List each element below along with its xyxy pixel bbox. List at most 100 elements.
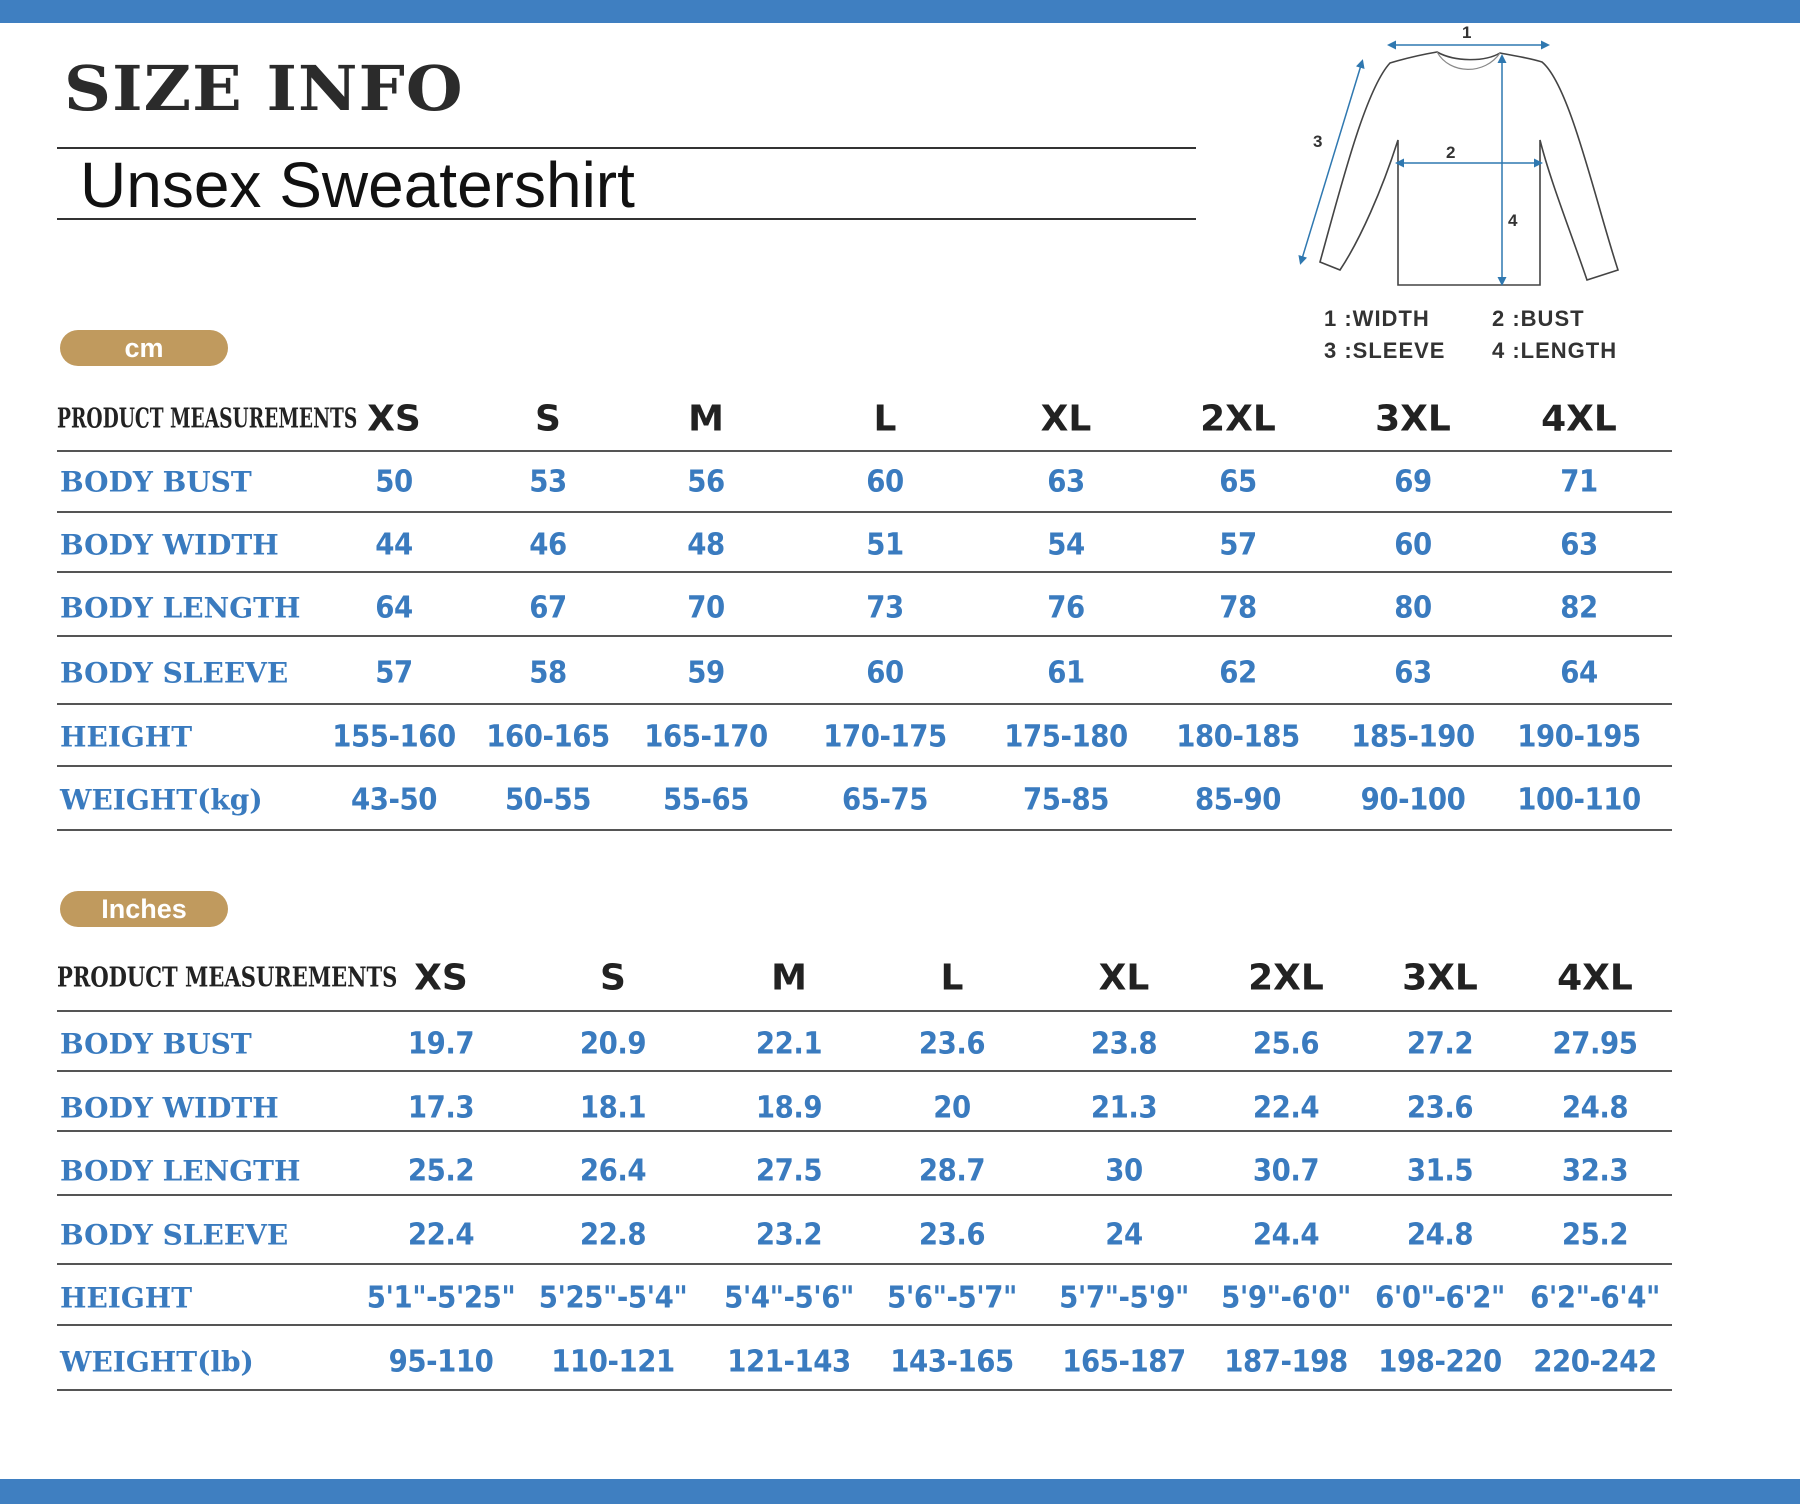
table-cell: 24: [1105, 1217, 1143, 1253]
table-cell: 56: [687, 464, 725, 500]
table-cell: 5'4"-5'6": [724, 1280, 854, 1316]
header-label: PRODUCT MEASUREMENTS: [57, 403, 358, 435]
table-cell: 63: [1560, 527, 1598, 563]
table-cell: 22.8: [579, 1217, 647, 1253]
label-3: 3: [1313, 132, 1322, 151]
table-cell: 30: [1105, 1153, 1143, 1189]
table-cell: 24.8: [1406, 1217, 1474, 1253]
size-header: 4XL: [1541, 398, 1617, 440]
table-cell: 70: [687, 590, 725, 626]
row-separator: [57, 1194, 1672, 1196]
table-cell: 25.6: [1252, 1026, 1320, 1062]
table-cell: 175-180: [1004, 719, 1128, 755]
table-cell: 76: [1047, 590, 1085, 626]
table-cell: 143-165: [890, 1344, 1014, 1380]
table-cell: 185-190: [1351, 719, 1475, 755]
table-cell: 73: [866, 590, 904, 626]
table-cell: 18.9: [755, 1090, 823, 1126]
table-cell: 53: [529, 464, 567, 500]
table-cell: 165-170: [644, 719, 768, 755]
table-cell: 46: [529, 527, 567, 563]
row-separator: [57, 1324, 1672, 1326]
table-cell: 5'1"-5'25": [366, 1280, 516, 1316]
table-cell: 21.3: [1090, 1090, 1158, 1126]
row-separator: [57, 703, 1672, 705]
table-cell: 198-220: [1378, 1344, 1502, 1380]
unit-badge: cm: [60, 330, 228, 366]
size-header: XL: [1098, 957, 1150, 999]
table-cell: 22.1: [755, 1026, 823, 1062]
divider: [57, 218, 1196, 220]
table-cell: 19.7: [407, 1026, 475, 1062]
table-cell: 65: [1219, 464, 1257, 500]
table-cell: 23.8: [1090, 1026, 1158, 1062]
row-separator: [57, 829, 1672, 831]
shirt-outline: [1319, 51, 1620, 286]
table-cell: 32.3: [1561, 1153, 1629, 1189]
row-label: BODY SLEEVE: [60, 656, 289, 690]
row-label: WEIGHT(lb): [60, 1345, 254, 1379]
table-cell: 64: [375, 590, 413, 626]
row-separator: [57, 1263, 1672, 1265]
table-cell: 64: [1560, 655, 1598, 691]
row-label: BODY LENGTH: [60, 591, 301, 625]
table-cell: 22.4: [1252, 1090, 1320, 1126]
table-cell: 24.4: [1252, 1217, 1320, 1253]
table-cell: 78: [1219, 590, 1257, 626]
row-label: WEIGHT(kg): [60, 783, 263, 817]
size-header: L: [873, 398, 897, 440]
row-label: HEIGHT: [60, 720, 193, 754]
legend-width: 1 :WIDTH: [1324, 306, 1430, 331]
row-label: BODY LENGTH: [60, 1154, 301, 1188]
table-cell: 63: [1047, 464, 1085, 500]
table-cell: 60: [866, 464, 904, 500]
row-separator: [57, 511, 1672, 513]
table-cell: 57: [1219, 527, 1257, 563]
table-cell: 27.95: [1552, 1026, 1638, 1062]
row-separator: [57, 765, 1672, 767]
table-cell: 28.7: [918, 1153, 986, 1189]
table-cell: 63: [1394, 655, 1432, 691]
size-header: L: [940, 957, 964, 999]
row-separator: [57, 1010, 1672, 1012]
legend-length: 4 :LENGTH: [1492, 338, 1618, 363]
size-header: XL: [1040, 398, 1092, 440]
size-header: XS: [367, 398, 421, 440]
table-cell: 187-198: [1224, 1344, 1348, 1380]
table-cell: 25.2: [1561, 1217, 1629, 1253]
table-cell: 180-185: [1176, 719, 1300, 755]
label-2: 2: [1446, 143, 1455, 162]
table-cell: 95-110: [388, 1344, 494, 1380]
table-cell: 6'2"-6'4": [1530, 1280, 1660, 1316]
table-cell: 121-143: [727, 1344, 851, 1380]
table-cell: 65-75: [842, 782, 928, 818]
table-cell: 5'25"-5'4": [538, 1280, 688, 1316]
row-separator: [57, 635, 1672, 637]
legend-bust: 2 :BUST: [1492, 306, 1585, 331]
page-title: SIZE INFO: [64, 52, 464, 125]
table-cell: 62: [1219, 655, 1257, 691]
row-label: BODY WIDTH: [60, 1091, 279, 1125]
table-cell: 5'7"-5'9": [1059, 1280, 1189, 1316]
table-cell: 20: [933, 1090, 971, 1126]
product-subtitle: Unsex Sweatershirt: [80, 149, 635, 221]
size-header: M: [688, 398, 724, 440]
table-cell: 23.6: [1406, 1090, 1474, 1126]
table-cell: 110-121: [551, 1344, 675, 1380]
row-label: BODY SLEEVE: [60, 1218, 289, 1252]
label-1: 1: [1462, 23, 1471, 42]
table-cell: 71: [1560, 464, 1598, 500]
row-label: HEIGHT: [60, 1281, 193, 1315]
size-header: 3XL: [1375, 398, 1451, 440]
table-cell: 69: [1394, 464, 1432, 500]
divider: [57, 147, 1196, 149]
table-cell: 54: [1047, 527, 1085, 563]
unit-badge: Inches: [60, 891, 228, 927]
table-cell: 59: [687, 655, 725, 691]
table-cell: 61: [1047, 655, 1085, 691]
size-header: M: [771, 957, 807, 999]
table-cell: 20.9: [579, 1026, 647, 1062]
table-cell: 31.5: [1406, 1153, 1474, 1189]
row-label: BODY WIDTH: [60, 528, 279, 562]
table-cell: 58: [529, 655, 567, 691]
